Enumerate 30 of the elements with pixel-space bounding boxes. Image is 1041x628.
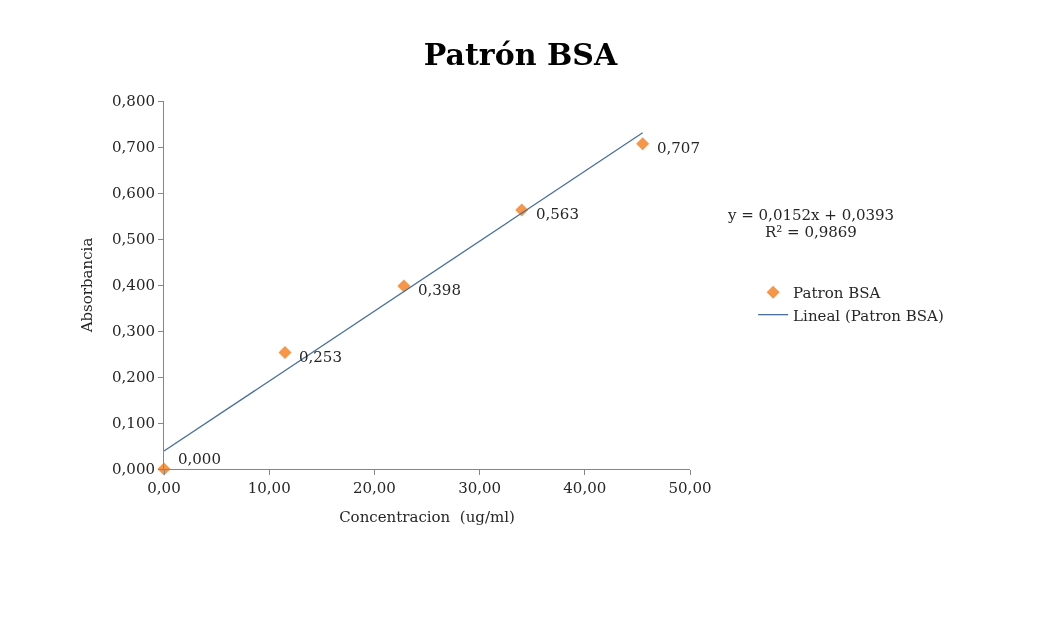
chart-title: Patrón BSA bbox=[423, 36, 618, 72]
y-axis-title: Absorbancia bbox=[78, 237, 97, 334]
y-tick-label: 0,200 bbox=[112, 368, 155, 387]
data-label: 0,000 bbox=[178, 450, 221, 468]
y-tick-label: 0,000 bbox=[112, 460, 155, 479]
y-tick-label: 0,800 bbox=[112, 92, 155, 111]
y-tick-label: 0,500 bbox=[112, 230, 155, 249]
y-tick-label: 0,600 bbox=[112, 184, 155, 203]
x-tick-label: 10,00 bbox=[247, 479, 291, 497]
y-tick-label: 0,400 bbox=[112, 276, 155, 295]
y-tick-label: 0,700 bbox=[112, 138, 155, 157]
x-tick-label: 50,00 bbox=[668, 479, 712, 497]
legend-label: Lineal (Patron BSA) bbox=[793, 306, 944, 325]
point bbox=[278, 346, 292, 360]
data-label: 0,253 bbox=[299, 348, 342, 366]
x-tick-label: 20,00 bbox=[352, 479, 396, 497]
x-axis-title: Concentracion (ug/ml) bbox=[339, 508, 515, 526]
y-tick-label: 0,100 bbox=[112, 414, 155, 433]
text: R² = 0,9869 bbox=[765, 223, 857, 241]
x-tick-label: 40,00 bbox=[563, 479, 607, 497]
point bbox=[636, 137, 650, 151]
point bbox=[397, 279, 411, 293]
x-tick-label: 0,00 bbox=[147, 479, 181, 497]
y-tick-label: 0,300 bbox=[112, 322, 155, 341]
text: y = 0,0152x + 0,0393 bbox=[727, 206, 895, 224]
data-label: 0,563 bbox=[536, 205, 579, 223]
legend-label: Patron BSA bbox=[793, 284, 881, 302]
data-label: 0,398 bbox=[418, 281, 461, 299]
x-tick-label: 30,00 bbox=[458, 479, 502, 497]
data-label: 0,707 bbox=[657, 139, 700, 157]
